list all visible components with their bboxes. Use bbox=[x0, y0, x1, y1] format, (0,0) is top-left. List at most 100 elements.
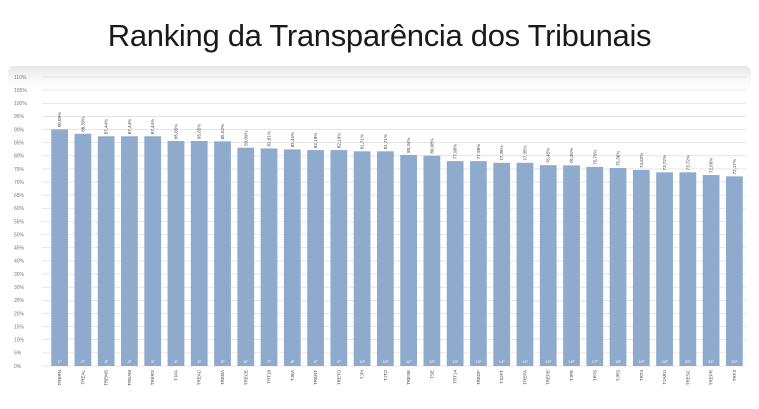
bar-value-label: 76,45% bbox=[546, 148, 551, 163]
bar bbox=[260, 148, 278, 366]
x-tick-label: TJTO bbox=[383, 370, 388, 382]
bar-value-label: 85,65% bbox=[197, 124, 202, 139]
x-tick-label: TJRS bbox=[616, 370, 621, 381]
bar-rank-label: 6º bbox=[244, 359, 248, 364]
bar-value-label: 76,35% bbox=[569, 148, 574, 163]
x-tick-label: TREDF bbox=[476, 370, 481, 385]
bar-value-label: 72,17% bbox=[732, 159, 737, 174]
bar-value-label: 80,34% bbox=[406, 138, 411, 153]
y-tick-label: 10% bbox=[14, 338, 25, 344]
bar-rank-label: 14º bbox=[499, 359, 505, 364]
y-tick-label: 25% bbox=[14, 298, 25, 304]
y-tick-label: 65% bbox=[14, 193, 25, 199]
bar-rank-label: 12º bbox=[429, 359, 435, 364]
bar-value-label: 87,44% bbox=[104, 119, 109, 134]
x-tick-label: TJPA bbox=[173, 370, 178, 381]
bar-value-label: 77,35% bbox=[499, 146, 504, 161]
bar-rank-label: 4º bbox=[197, 359, 201, 364]
x-tick-label: TREPE bbox=[546, 370, 551, 385]
y-tick-label: 40% bbox=[14, 259, 25, 265]
bar bbox=[237, 147, 255, 366]
bar-value-label: 80,08% bbox=[429, 138, 434, 153]
bar bbox=[400, 154, 418, 366]
x-tick-label: TREBA bbox=[220, 370, 225, 385]
bar-value-label: 82,81% bbox=[267, 131, 272, 146]
x-tick-label: TREPR bbox=[709, 369, 714, 385]
bar-value-label: 88,39% bbox=[80, 117, 85, 132]
data-labels: 90,09% 1º 88,39% 2º 87,44% 3º 87,44% 3º 87,44% 3º… bbox=[57, 112, 738, 364]
bar-chart: 0% 5% 10% 15% 20% 25% 30% 35% 40% 45% 50% 55% 60% 65%… bbox=[14, 75, 746, 386]
bar-value-label: 85,65% bbox=[173, 124, 178, 139]
bar-rank-label: 3º bbox=[104, 359, 108, 364]
bar bbox=[283, 149, 301, 366]
bar-value-label: 75,79% bbox=[592, 150, 597, 165]
bar bbox=[353, 151, 371, 366]
x-tick-label: TRT4 bbox=[639, 370, 644, 382]
bar-value-label: 90,09% bbox=[57, 112, 62, 127]
bar-value-label: 81,71% bbox=[360, 134, 365, 149]
bar bbox=[423, 155, 441, 366]
bar bbox=[563, 165, 580, 366]
x-axis: TRERN TREAL TREMS TREAM TRERS TJPA TREAC TREBA T… bbox=[57, 369, 737, 385]
bar-rank-label: 13º bbox=[475, 359, 481, 364]
bar-value-label: 82,44% bbox=[290, 132, 295, 147]
x-tick-label: TREMS bbox=[104, 370, 109, 386]
bar bbox=[144, 136, 162, 366]
y-tick-label: 75% bbox=[14, 167, 25, 173]
bar bbox=[307, 150, 324, 366]
bar bbox=[539, 165, 557, 366]
bar bbox=[609, 168, 627, 366]
x-tick-label: TJDFT bbox=[499, 370, 504, 384]
bar bbox=[586, 166, 604, 366]
page-title: Ranking da Transparência dos Tribunais bbox=[107, 18, 652, 53]
bar-rank-label: 4º bbox=[174, 359, 178, 364]
y-tick-label: 90% bbox=[14, 127, 25, 133]
bar-rank-label: 5º bbox=[221, 359, 225, 364]
x-tick-label: TREAM bbox=[127, 370, 132, 386]
bar-rank-label: 15º bbox=[545, 359, 551, 364]
bar-rank-label: 7º bbox=[267, 359, 271, 364]
bar bbox=[632, 169, 650, 366]
x-tick-label: TJBA bbox=[290, 370, 295, 381]
bars bbox=[51, 129, 743, 366]
y-tick-label: 105% bbox=[14, 88, 27, 94]
bar-value-label: 73,72% bbox=[685, 155, 690, 170]
y-tick-label: 100% bbox=[14, 101, 27, 107]
x-tick-label: TJARU bbox=[662, 370, 667, 385]
bar-rank-label: 1º bbox=[58, 359, 62, 364]
x-tick-label: TRERN bbox=[57, 370, 62, 386]
bar-value-label: 77,98% bbox=[476, 144, 481, 159]
y-tick-label: 110% bbox=[14, 75, 27, 81]
bar bbox=[167, 140, 185, 366]
y-tick-label: 50% bbox=[14, 232, 25, 238]
bar-rank-label: 22º bbox=[731, 359, 737, 364]
bar-rank-label: 10º bbox=[382, 359, 388, 364]
bar bbox=[470, 161, 487, 366]
bar-rank-label: 11º bbox=[406, 359, 412, 364]
bar bbox=[656, 172, 673, 366]
bar-value-label: 81,71% bbox=[383, 134, 388, 149]
bar bbox=[97, 136, 115, 366]
bar-rank-label: 21º bbox=[708, 359, 714, 364]
bar-rank-label: 3º bbox=[128, 359, 132, 364]
bar bbox=[493, 162, 511, 366]
bar-value-label: 75,36% bbox=[616, 151, 621, 166]
y-tick-label: 85% bbox=[14, 140, 25, 146]
x-tick-label: TJPE bbox=[569, 370, 574, 381]
bar bbox=[121, 136, 138, 366]
x-tick-label: TREAC bbox=[197, 369, 202, 385]
x-tick-label: TREPA bbox=[522, 370, 527, 385]
bar-value-label: 77,98% bbox=[453, 144, 458, 159]
bar-rank-label: 19º bbox=[638, 359, 644, 364]
bar-rank-label: 20º bbox=[662, 359, 668, 364]
bar-value-label: 87,44% bbox=[150, 119, 155, 134]
x-tick-label: TRESC bbox=[685, 369, 690, 385]
y-axis: 0% 5% 10% 15% 20% 25% 30% 35% 40% 45% 50% 55% 60% 65%… bbox=[14, 75, 27, 370]
y-tick-label: 45% bbox=[14, 246, 25, 252]
bar-value-label: 77,35% bbox=[522, 146, 527, 161]
bar-value-label: 72,68% bbox=[709, 158, 714, 173]
bar-rank-label: 3º bbox=[151, 359, 155, 364]
x-tick-label: TRF3 bbox=[732, 370, 737, 382]
bar-rank-label: 18º bbox=[615, 359, 621, 364]
